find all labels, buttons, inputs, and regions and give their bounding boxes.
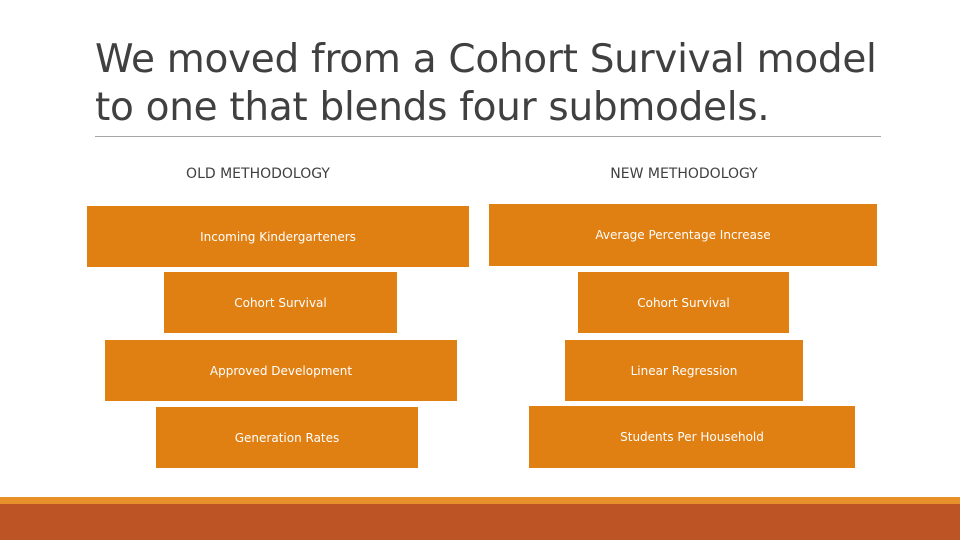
old-methodology-heading: OLD METHODOLOGY [186,166,330,182]
old-item-approved-development: Approved Development [105,340,457,401]
new-methodology-heading: NEW METHODOLOGY [610,166,758,182]
new-item-average-percentage-increase: Average Percentage Increase [489,204,877,266]
slide-title: We moved from a Cohort Survival model to… [95,36,895,132]
slide-title-line-1: We moved from a Cohort Survival model [95,37,877,82]
new-item-students-per-household: Students Per Household [529,406,855,468]
new-item-cohort-survival: Cohort Survival [578,272,789,333]
title-divider [95,136,881,137]
old-item-cohort-survival: Cohort Survival [164,272,397,333]
old-item-incoming-kindergarteners: Incoming Kindergarteners [87,206,469,267]
footer-accent-bar [0,497,960,504]
slide-title-line-2: to one that blends four submodels. [95,85,770,130]
footer-bar [0,504,960,540]
new-item-linear-regression: Linear Regression [565,340,803,401]
old-item-generation-rates: Generation Rates [156,407,418,468]
